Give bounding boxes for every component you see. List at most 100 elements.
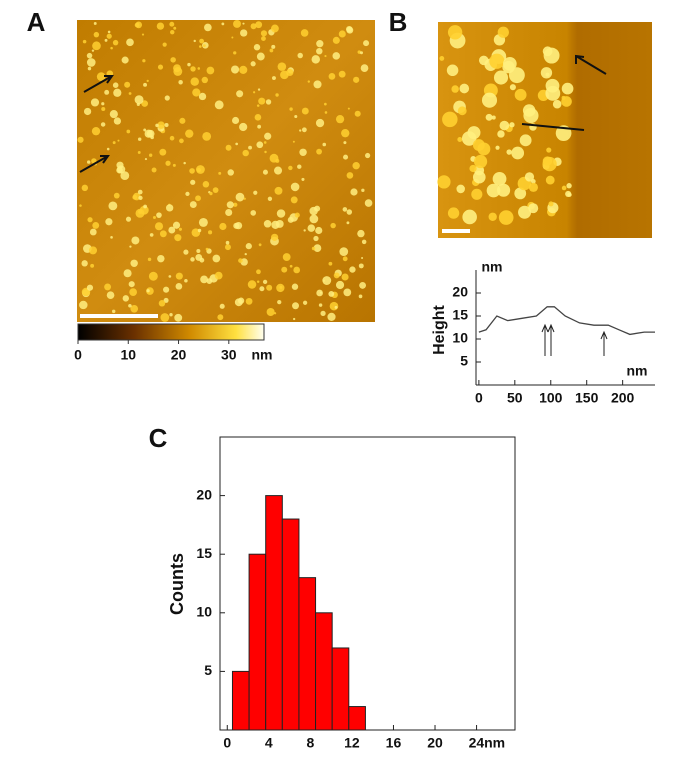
- afm-speck: [146, 287, 154, 295]
- afm-speck: [265, 99, 272, 105]
- afm-speck: [96, 72, 106, 81]
- afm-speck: [243, 197, 246, 200]
- afm-speck: [101, 102, 105, 106]
- afm-speck: [131, 236, 140, 245]
- scale-bar: [442, 229, 470, 233]
- afm-speck: [124, 81, 131, 88]
- afm-speck: [88, 246, 98, 255]
- afm-speck: [148, 153, 153, 157]
- afm-speck: [155, 123, 159, 128]
- afm-speck: [79, 204, 82, 207]
- afm-speck: [242, 149, 249, 157]
- afm-speck: [294, 212, 300, 218]
- afm-speck: [315, 118, 325, 128]
- afm-speck: [208, 230, 213, 235]
- afm-speck: [267, 196, 273, 201]
- afm-speck: [263, 141, 267, 144]
- afm-speck: [341, 128, 350, 138]
- afm-speck: [170, 57, 176, 63]
- afm-speck: [342, 207, 348, 212]
- afm-speck: [343, 288, 352, 297]
- afm-speck: [174, 313, 183, 322]
- afm-speck: [196, 165, 205, 174]
- panel-label: A: [27, 7, 46, 37]
- afm-speck: [169, 135, 175, 141]
- afm-speck: [113, 88, 122, 97]
- afm-speck: [297, 164, 302, 169]
- afm-speck: [225, 208, 233, 217]
- afm-speck: [172, 221, 181, 229]
- afm-speck: [259, 286, 265, 292]
- afm-speck: [214, 271, 223, 280]
- afm-speck: [294, 114, 298, 119]
- afm-speck: [545, 78, 560, 93]
- afm-speck: [253, 43, 261, 51]
- afm-speck: [266, 307, 275, 317]
- afm-speck: [231, 65, 240, 74]
- afm-speck: [135, 21, 143, 29]
- afm-speck: [126, 129, 131, 134]
- afm-speck: [90, 263, 95, 268]
- afm-speck: [110, 46, 113, 50]
- afm-speck: [178, 79, 183, 85]
- afm-speck: [158, 300, 166, 307]
- afm-speck: [451, 85, 459, 93]
- afm-speck: [299, 129, 302, 132]
- afm-speck: [160, 313, 170, 322]
- afm-speck: [245, 243, 252, 250]
- afm-speck: [437, 175, 451, 189]
- y-tick-label: 15: [196, 545, 212, 561]
- afm-speck: [154, 222, 164, 231]
- afm-speck: [156, 22, 165, 30]
- afm-speck: [126, 38, 134, 47]
- y-tick-label: 15: [452, 307, 468, 323]
- afm-speck: [233, 19, 242, 28]
- bar: [298, 577, 317, 731]
- afm-speck: [147, 257, 152, 262]
- profile-line: [478, 306, 655, 336]
- afm-speck: [116, 161, 124, 169]
- afm-speck: [461, 131, 477, 146]
- afm-speck: [250, 61, 256, 67]
- afm-speck: [112, 141, 116, 145]
- afm-speck: [457, 106, 467, 116]
- afm-speck: [168, 226, 176, 234]
- afm-speck: [343, 141, 347, 145]
- afm-speck: [250, 23, 257, 30]
- x-tick-label: 150: [575, 390, 599, 406]
- afm-speck: [346, 221, 350, 225]
- afm-speck: [497, 130, 505, 138]
- afm-speck: [93, 22, 97, 25]
- afm-speck: [497, 26, 509, 38]
- afm-speck: [316, 289, 323, 297]
- afm-speck: [509, 84, 516, 91]
- afm-speck: [82, 39, 87, 44]
- afm-speck: [226, 201, 234, 209]
- afm-speck: [364, 152, 371, 159]
- afm-speck: [129, 288, 137, 296]
- afm-speck: [193, 39, 196, 43]
- afm-speck: [137, 151, 141, 154]
- afm-speck: [151, 167, 157, 173]
- afm-speck: [197, 67, 201, 70]
- afm-speck: [235, 142, 239, 146]
- x-tick-label: 100: [539, 390, 563, 406]
- afm-speck: [91, 126, 101, 136]
- bar: [331, 647, 350, 731]
- afm-speck: [260, 30, 268, 37]
- afm-speck: [322, 142, 327, 147]
- afm-speck: [270, 24, 279, 33]
- afm-speck: [333, 272, 340, 279]
- afm-speck: [152, 216, 156, 219]
- afm-speck: [138, 209, 143, 214]
- afm-speck: [270, 233, 279, 241]
- afm-speck: [524, 172, 535, 182]
- afm-speck: [332, 36, 340, 44]
- y-axis-label: Counts: [167, 553, 187, 615]
- afm-speck: [198, 92, 207, 101]
- afm-speck: [472, 139, 485, 151]
- afm-speck: [225, 244, 231, 251]
- afm-speck: [457, 136, 463, 142]
- afm-speck: [361, 239, 367, 245]
- afm-speck: [253, 91, 256, 94]
